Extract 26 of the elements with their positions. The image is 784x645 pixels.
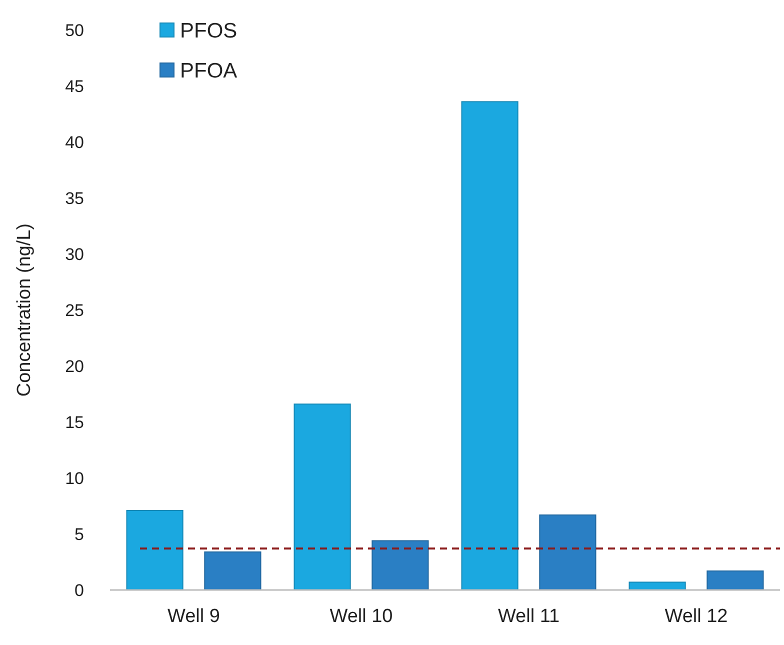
y-tick-label: 0: [74, 580, 84, 600]
y-tick-label: 35: [65, 188, 84, 208]
y-tick-label: 50: [65, 20, 84, 40]
y-tick-label: 5: [74, 524, 84, 544]
bar: [628, 582, 686, 590]
x-tick-label: Well 9: [168, 606, 220, 627]
x-tick-label: Well 12: [664, 606, 728, 627]
y-tick-label: 15: [65, 412, 84, 432]
y-tick-label: 20: [65, 356, 84, 376]
y-tick-label: 10: [65, 468, 84, 488]
y-tick-label: 40: [65, 132, 84, 152]
bar: [539, 514, 596, 590]
y-tick-label: 45: [65, 76, 84, 96]
bar: [461, 101, 518, 590]
bar: [204, 551, 262, 590]
bar: [294, 404, 351, 590]
x-tick-label: Well 11: [498, 606, 560, 627]
bar: [706, 570, 764, 590]
y-axis-title: Concentration (ng/L): [14, 223, 35, 397]
bar: [372, 540, 429, 590]
y-tick-label: 25: [65, 300, 84, 320]
legend-label: PFOS: [180, 19, 238, 42]
bar: [126, 510, 184, 590]
y-tick-label: 30: [65, 244, 84, 264]
x-tick-label: Well 10: [330, 606, 393, 627]
legend-label: PFOA: [180, 59, 238, 82]
